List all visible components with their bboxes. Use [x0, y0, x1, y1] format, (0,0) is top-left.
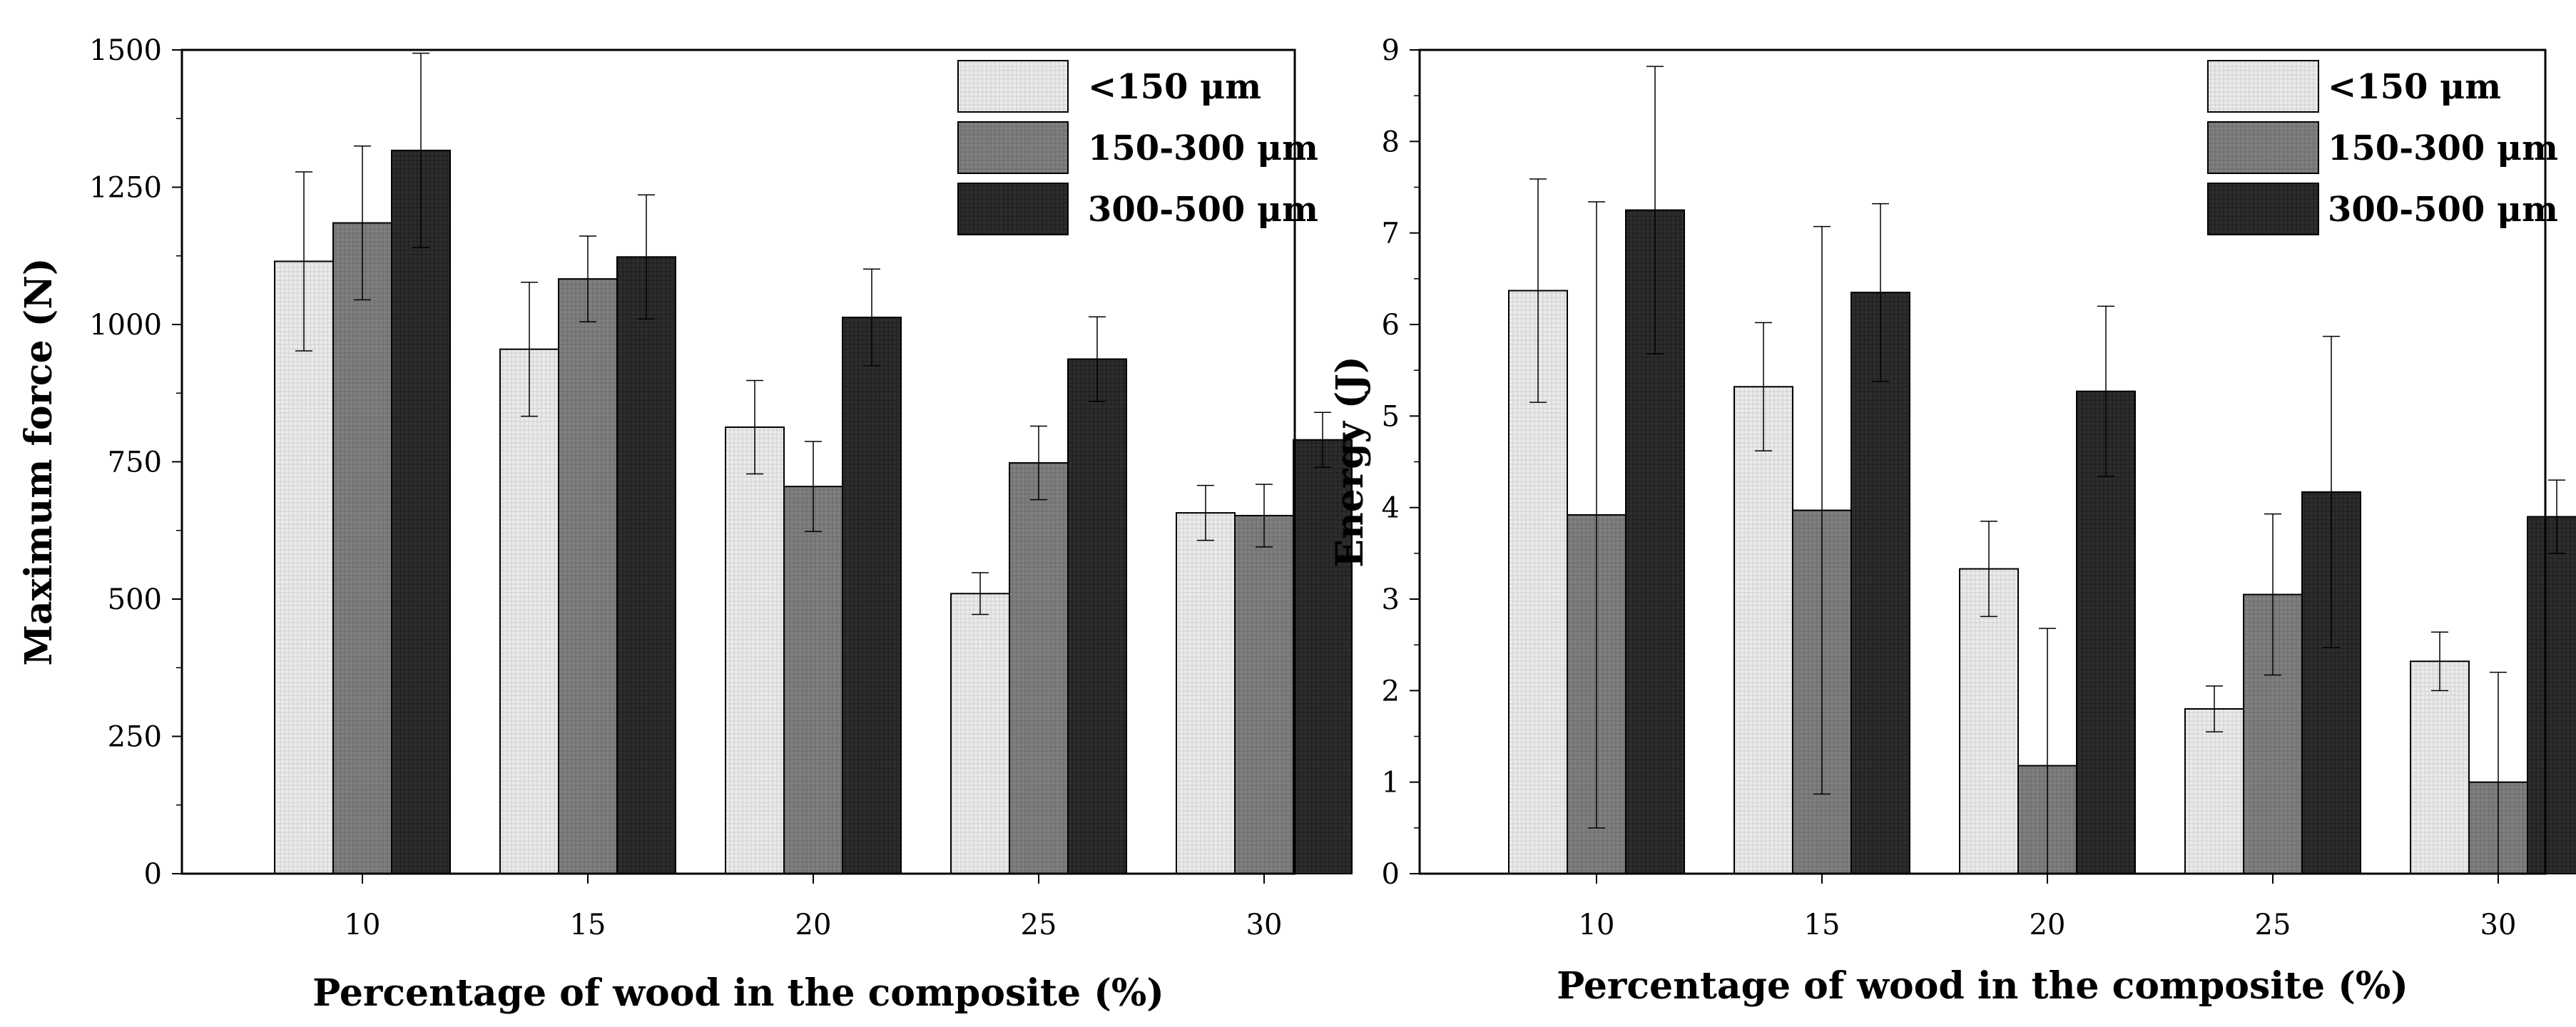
- bar-15-2: [616, 256, 676, 875]
- legend-swatch-1: [2207, 121, 2319, 174]
- bar-10-1: [332, 222, 392, 874]
- bar-20-1: [783, 486, 843, 874]
- y-tick-label: 1: [1382, 767, 1400, 799]
- y-tick-label: 1000: [89, 309, 162, 342]
- x-axis-title: Percentage of wood in the composite (%): [312, 971, 1164, 1015]
- x-tick-label: 25: [1021, 909, 1057, 941]
- bar-15-0: [1734, 386, 1793, 874]
- bar-30-2: [2527, 516, 2576, 874]
- y-tick-label: 9: [1382, 34, 1400, 67]
- bar-20-0: [725, 426, 785, 874]
- bar-20-2: [842, 316, 902, 874]
- y-tick-label: 0: [144, 858, 162, 891]
- bar-15-1: [558, 278, 618, 874]
- y-tick-label: 1500: [89, 34, 162, 67]
- y-tick-label: 2: [1382, 675, 1400, 707]
- legend-swatch-2: [957, 183, 1069, 235]
- legend-label-0: <150 μm: [2328, 67, 2501, 107]
- y-tick-label: 500: [108, 583, 162, 616]
- bar-20-0: [1959, 568, 2019, 875]
- x-tick-label: 30: [1246, 909, 1283, 941]
- y-tick-label: 6: [1382, 309, 1400, 342]
- bar-25-0: [2184, 708, 2244, 874]
- y-tick-label: 3: [1382, 583, 1400, 616]
- bar-10-2: [391, 149, 451, 875]
- bar-15-0: [499, 348, 559, 874]
- x-axis-title: Percentage of wood in the composite (%): [1557, 964, 2408, 1008]
- y-tick-label: 5: [1382, 400, 1400, 433]
- bar-25-2: [1067, 358, 1127, 874]
- x-tick-label: 10: [345, 909, 381, 941]
- legend-label-2: 300-500 μm: [1088, 190, 1318, 230]
- x-tick-label: 15: [1804, 909, 1841, 941]
- legend-label-1: 150-300 μm: [2328, 128, 2558, 168]
- y-tick-label: 8: [1382, 126, 1400, 158]
- y-tick-label: 750: [108, 446, 162, 479]
- force-chart: 10 15 20 25 30 0 250 500 750 1000 1250 1500 Percenta…: [17, 34, 1353, 1015]
- x-tick-label: 25: [2255, 909, 2291, 941]
- y-tick-label: 7: [1382, 218, 1400, 250]
- legend-label-2: 300-500 μm: [2328, 190, 2558, 230]
- legend-swatch-0: [2207, 60, 2319, 113]
- legend-label-1: 150-300 μm: [1088, 128, 1318, 168]
- bar-30-2: [1293, 439, 1353, 874]
- bar-25-1: [1009, 462, 1069, 874]
- bar-30-0: [1176, 512, 1236, 874]
- y-tick-label: 250: [108, 721, 162, 754]
- bar-30-1: [1234, 514, 1294, 875]
- legend-swatch-1: [957, 121, 1069, 174]
- y-tick-label: 0: [1382, 858, 1400, 891]
- legend-swatch-2: [2207, 183, 2319, 235]
- bar-30-0: [2410, 660, 2470, 874]
- y-axis-title: Energy (J): [1328, 356, 1372, 567]
- legend-swatch-0: [957, 60, 1069, 113]
- x-tick-label: 10: [1579, 909, 1615, 941]
- y-axis-title: Maximum force (N): [17, 258, 61, 666]
- x-tick-label: 20: [795, 909, 832, 941]
- y-tick-label: 4: [1382, 492, 1400, 525]
- x-tick-label: 15: [570, 909, 606, 941]
- legend-label-0: <150 μm: [1088, 67, 1261, 107]
- bar-25-0: [950, 593, 1010, 874]
- x-tick-label: 30: [2480, 909, 2517, 941]
- x-tick-label: 20: [2030, 909, 2066, 941]
- bar-10-0: [274, 260, 334, 874]
- y-tick-label: 1250: [89, 172, 162, 205]
- energy-chart: 10 15 20 25 30 0 1 2 3 4 5 6 7 8 9 Percentage of wood i…: [1328, 34, 2576, 1008]
- bar-15-2: [1850, 292, 1910, 875]
